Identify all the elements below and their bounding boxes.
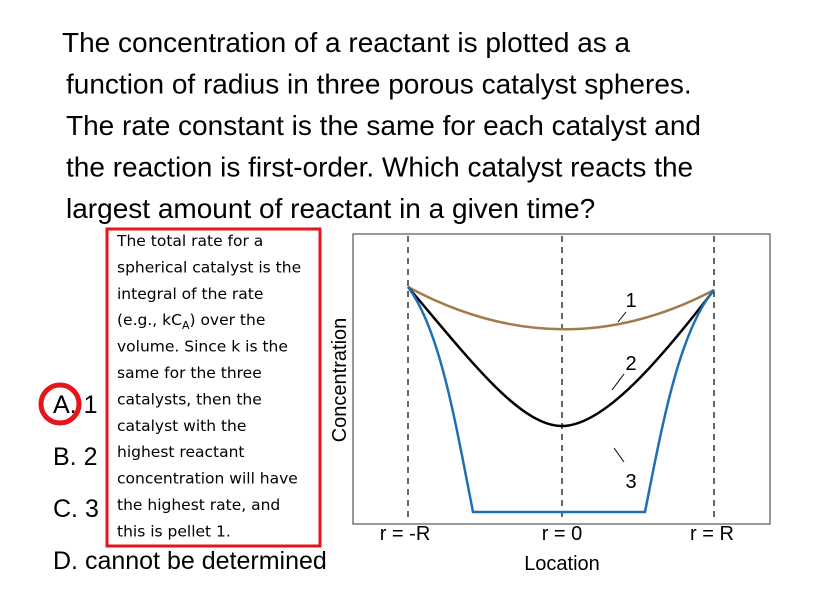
answer-circle bbox=[38, 382, 82, 426]
question-line: function of radius in three porous catal… bbox=[66, 69, 692, 100]
explanation-line: catalyst with the bbox=[117, 417, 246, 435]
explanation-line: (e.g., kCA) over the bbox=[117, 311, 265, 332]
curve-label: 3 bbox=[625, 471, 636, 493]
explanation-line: integral of the rate bbox=[117, 285, 263, 303]
x-axis-label: Location bbox=[524, 553, 600, 575]
question-line: largest amount of reactant in a given ti… bbox=[66, 193, 595, 224]
options: A. 1B. 2C. 3D. cannot be determined bbox=[53, 391, 327, 575]
explanation-line: spherical catalyst is the bbox=[117, 258, 301, 276]
leader bbox=[611, 373, 625, 391]
option: D. cannot be determined bbox=[53, 547, 327, 575]
question-line: the reaction is first-order. Which catal… bbox=[66, 152, 693, 183]
curve-label: 2 bbox=[625, 353, 636, 375]
y-axis-label: Concentration bbox=[329, 318, 351, 443]
curve-1 bbox=[407, 285, 715, 331]
option: C. 3 bbox=[53, 495, 99, 523]
explanation-line: The total rate for a bbox=[116, 232, 263, 250]
question-line: The concentration of a reactant is plott… bbox=[62, 27, 631, 58]
explanation-line: the highest rate, and bbox=[117, 496, 280, 514]
explanation-line: volume. Since k is the bbox=[117, 338, 288, 356]
explanation-box bbox=[105, 227, 322, 548]
text-run: ) over the bbox=[189, 311, 265, 329]
explanation-line: highest reactant bbox=[117, 443, 244, 461]
leader bbox=[617, 311, 627, 323]
explanation: The total rate for a spherical catalyst i… bbox=[116, 232, 301, 540]
explanation-line: catalysts, then the bbox=[117, 390, 262, 408]
option: B. 2 bbox=[53, 443, 97, 471]
x-tick-label: r = 0 bbox=[542, 523, 583, 545]
plot-frame bbox=[352, 233, 771, 525]
leaders bbox=[611, 311, 627, 463]
curve-3 bbox=[406, 286, 715, 514]
explanation-line: same for the three bbox=[117, 364, 262, 382]
explanation-line: concentration will have bbox=[117, 470, 298, 488]
explanation-line: this is pellet 1. bbox=[117, 522, 231, 540]
question: The concentration of a reactant is plott… bbox=[62, 27, 701, 224]
curve-label: 1 bbox=[625, 290, 636, 312]
x-tick-label: r = -R bbox=[380, 523, 431, 545]
subscript: A bbox=[182, 319, 190, 332]
curve-2 bbox=[407, 286, 715, 428]
leader bbox=[613, 447, 625, 463]
x-tick-label: r = R bbox=[690, 523, 734, 545]
question-line: The rate constant is the same for each c… bbox=[66, 110, 701, 141]
dashed-lines bbox=[407, 236, 715, 522]
diagram-labels: Concentration Location r = -R r = 0 r = R 1 2 3 bbox=[329, 290, 734, 575]
text-run: (e.g., kC bbox=[117, 311, 182, 329]
